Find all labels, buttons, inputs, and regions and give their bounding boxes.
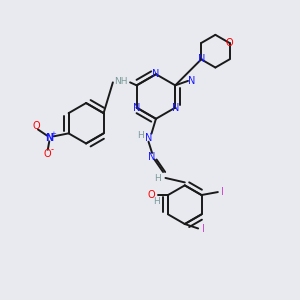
Text: H: H [137, 130, 144, 140]
Text: O: O [226, 38, 233, 48]
Text: N: N [45, 133, 53, 143]
Text: O: O [148, 190, 155, 200]
Text: I: I [202, 224, 205, 234]
Text: -: - [51, 145, 54, 154]
Text: N: N [197, 54, 205, 64]
Text: I: I [221, 187, 224, 197]
Text: N: N [188, 76, 195, 86]
Text: N: N [152, 69, 160, 79]
Text: N: N [172, 103, 179, 112]
Text: H: H [154, 174, 160, 183]
Text: O: O [44, 149, 52, 159]
Text: +: + [50, 131, 56, 137]
Text: O: O [33, 121, 40, 131]
Text: N: N [148, 152, 156, 161]
Text: N: N [133, 103, 140, 112]
Text: NH: NH [114, 77, 128, 86]
Text: N: N [145, 133, 152, 143]
Text: H: H [153, 197, 160, 206]
